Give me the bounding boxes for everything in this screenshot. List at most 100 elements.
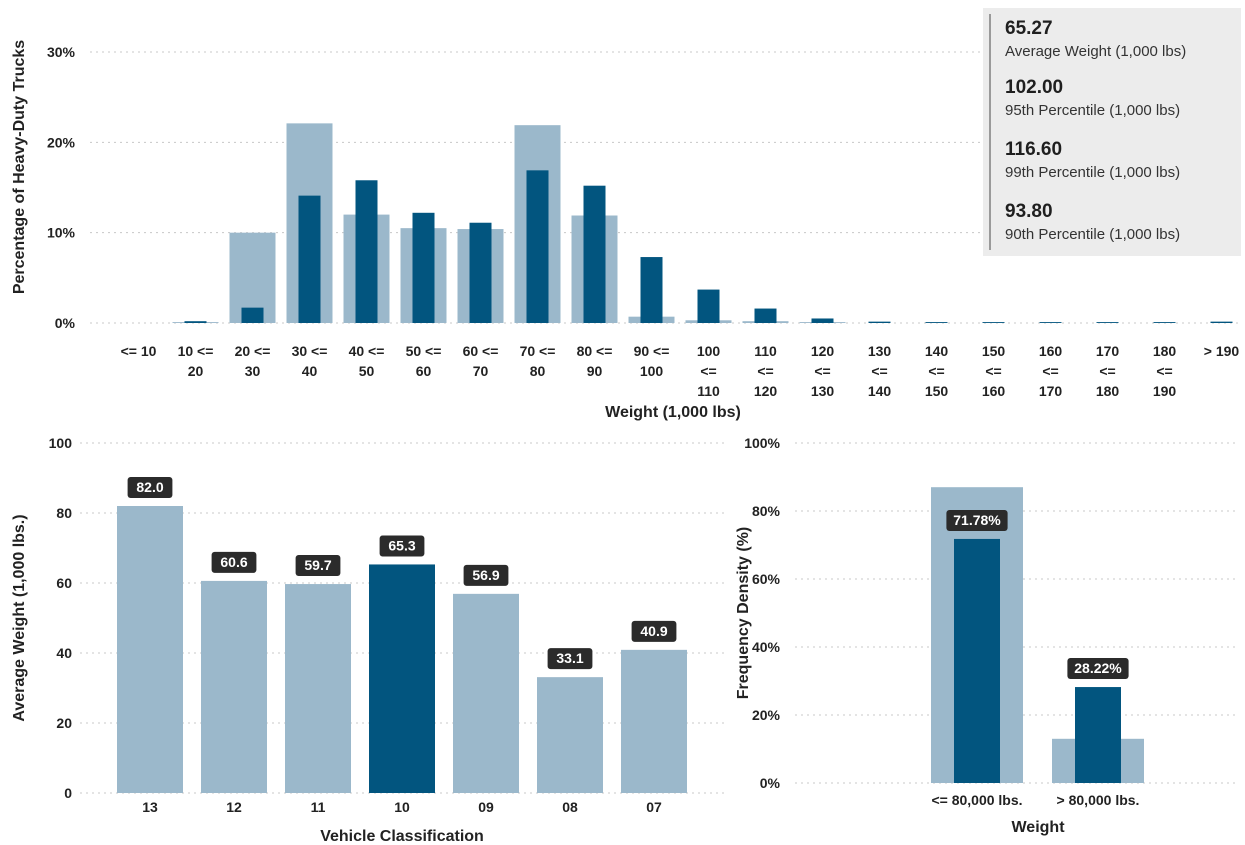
kpi-99th-percentile: 116.60 99th Percentile (1,000 lbs) (1005, 139, 1180, 183)
top-bar-dark (184, 321, 207, 323)
bl-bar (201, 580, 267, 793)
top-x-tick-label: <= (1099, 363, 1115, 379)
kpi-value: 102.00 (1005, 77, 1064, 98)
bl-x-tick-label: 13 (142, 799, 158, 815)
top-bar-dark (982, 322, 1005, 323)
top-x-tick-label: 70 <= (520, 343, 556, 359)
top-x-tick-label: 170 (1096, 343, 1120, 359)
kpi-label: Average Weight (1,000 lbs) (1005, 43, 1187, 60)
bl-data-label: 65.3 (388, 537, 415, 553)
bl-data-label-bg (295, 555, 341, 577)
top-x-tick-label: 60 (416, 363, 432, 379)
top-x-tick-label: 180 (1096, 383, 1120, 399)
bl-x-tick-label: 11 (311, 799, 326, 815)
bl-y-axis-title: Average Weight (1,000 lbs.) (11, 514, 28, 721)
top-bar-dark (412, 212, 435, 323)
bl-data-label-bg (211, 551, 257, 573)
top-x-tick-label: 20 (188, 363, 204, 379)
bl-bar (285, 584, 351, 793)
bl-y-tick-label: 20 (56, 715, 72, 731)
br-y-tick-label: 20% (752, 707, 781, 723)
bl-y-tick-label: 100 (49, 435, 73, 451)
bl-bar (453, 593, 519, 793)
top-x-tick-label: 160 (1039, 343, 1063, 359)
top-bar-dark (1096, 322, 1119, 323)
kpi-average-weight: 65.27 Average Weight (1,000 lbs) (1005, 18, 1186, 62)
top-x-tick-label: 170 (1039, 383, 1063, 399)
bl-x-tick-label: 10 (394, 799, 410, 815)
top-x-tick-label: 90 (587, 363, 603, 379)
bl-data-label-bg (547, 648, 593, 670)
top-x-tick-label: 140 (868, 383, 892, 399)
top-x-tick-label: 60 <= (463, 343, 499, 359)
top-y-tick-label: 20% (47, 134, 76, 150)
bl-data-label-bg (379, 535, 425, 557)
top-x-tick-label: <= 10 (121, 343, 157, 359)
bl-y-tick-label: 80 (56, 505, 72, 521)
top-x-tick-label: 110 (754, 343, 777, 359)
weight-distribution-chart: Weight (1,000 lbs) Percentage of Heavy-D… (11, 40, 1239, 421)
kpi-value: 93.80 (1005, 201, 1053, 222)
top-x-tick-label: 20 <= (235, 343, 271, 359)
bl-x-tick-label: 08 (562, 799, 578, 815)
card-accent-bar (989, 14, 991, 250)
br-x-tick-label: <= 80,000 lbs. (931, 792, 1022, 808)
bl-x-tick-label: 07 (646, 799, 662, 815)
bl-x-tick-label: 12 (226, 799, 242, 815)
top-x-tick-label: 40 <= (349, 343, 385, 359)
br-data-label: 28.22% (1074, 660, 1122, 676)
top-x-tick-label: 70 (473, 363, 489, 379)
br-data-label-bg (946, 509, 1008, 531)
kpi-label: 99th Percentile (1,000 lbs) (1005, 164, 1181, 181)
top-x-tick-label: <= (1156, 363, 1172, 379)
top-x-tick-label: 110 (697, 383, 720, 399)
top-x-tick-label: <= (1042, 363, 1058, 379)
kpi-value: 65.27 (1005, 18, 1053, 39)
top-bar-dark (1153, 322, 1176, 323)
kpi-90th-percentile: 93.80 90th Percentile (1,000 lbs) (1005, 201, 1180, 245)
top-bar-dark (868, 321, 891, 323)
bl-data-label-bg (463, 564, 509, 586)
top-x-tick-label: 190 (1153, 383, 1177, 399)
bl-x-axis-title: Vehicle Classification (320, 828, 484, 845)
bl-data-label-bg (631, 620, 677, 642)
kpi-label: 95th Percentile (1,000 lbs) (1005, 102, 1181, 119)
top-x-tick-label: 130 (811, 383, 835, 399)
top-x-tick-label: 50 <= (406, 343, 442, 359)
bl-data-label: 60.6 (220, 554, 247, 570)
top-bar-dark (640, 257, 663, 323)
bl-data-label: 33.1 (556, 650, 583, 666)
top-x-tick-label: <= (928, 363, 944, 379)
top-y-tick-label: 0% (55, 315, 76, 331)
kpi-card: 65.27 Average Weight (1,000 lbs) 102.00 … (983, 8, 1241, 256)
br-y-tick-label: 0% (760, 775, 781, 791)
top-x-tick-label: > 190 (1204, 343, 1240, 359)
top-x-tick-label: 120 (754, 383, 778, 399)
bl-y-tick-label: 40 (56, 645, 72, 661)
top-x-tick-label: 80 (530, 363, 546, 379)
top-bar-dark (298, 195, 321, 323)
bl-data-label: 82.0 (136, 479, 163, 495)
bl-bar (117, 506, 183, 793)
top-x-tick-label: <= (814, 363, 830, 379)
br-x-tick-label: > 80,000 lbs. (1057, 792, 1140, 808)
top-bar-dark (925, 322, 948, 323)
br-bar-dark (1075, 687, 1121, 783)
top-bar-dark (583, 185, 606, 323)
top-x-tick-label: 30 (245, 363, 261, 379)
top-x-tick-label: 120 (811, 343, 835, 359)
br-bar-dark (954, 538, 1000, 783)
top-x-tick-label: 180 (1153, 343, 1177, 359)
top-x-tick-label: 160 (982, 383, 1006, 399)
top-bar-dark (526, 170, 549, 323)
top-x-tick-label: 150 (982, 343, 1006, 359)
top-x-tick-label: 100 (697, 343, 721, 359)
top-bar-dark (241, 307, 264, 323)
top-y-tick-label: 30% (47, 44, 76, 60)
top-x-tick-label: 40 (302, 363, 318, 379)
bl-bar (369, 564, 435, 793)
top-x-tick-label: 50 (359, 363, 375, 379)
top-x-tick-label: 90 <= (634, 343, 670, 359)
bl-y-tick-label: 60 (56, 575, 72, 591)
